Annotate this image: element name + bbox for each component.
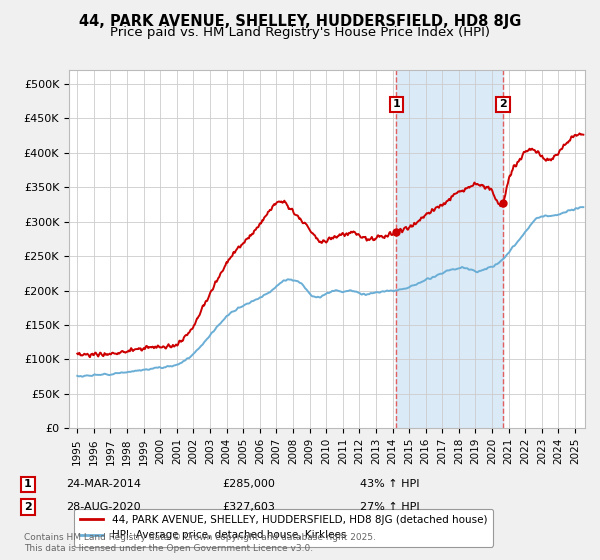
Text: 27% ↑ HPI: 27% ↑ HPI (360, 502, 419, 512)
Text: 28-AUG-2020: 28-AUG-2020 (66, 502, 140, 512)
Text: 2: 2 (24, 502, 32, 512)
Text: 24-MAR-2014: 24-MAR-2014 (66, 479, 141, 489)
Bar (397, 70, 503, 428)
Text: 1: 1 (392, 100, 400, 109)
Text: 2: 2 (499, 100, 507, 109)
Text: £327,603: £327,603 (222, 502, 275, 512)
Text: Price paid vs. HM Land Registry's House Price Index (HPI): Price paid vs. HM Land Registry's House … (110, 26, 490, 39)
Text: Contains HM Land Registry data © Crown copyright and database right 2025.
This d: Contains HM Land Registry data © Crown c… (24, 533, 376, 553)
Text: £285,000: £285,000 (222, 479, 275, 489)
Text: 43% ↑ HPI: 43% ↑ HPI (360, 479, 419, 489)
Legend: 44, PARK AVENUE, SHELLEY, HUDDERSFIELD, HD8 8JG (detached house), HPI: Average p: 44, PARK AVENUE, SHELLEY, HUDDERSFIELD, … (74, 509, 493, 547)
Text: 44, PARK AVENUE, SHELLEY, HUDDERSFIELD, HD8 8JG: 44, PARK AVENUE, SHELLEY, HUDDERSFIELD, … (79, 14, 521, 29)
Text: 1: 1 (24, 479, 32, 489)
